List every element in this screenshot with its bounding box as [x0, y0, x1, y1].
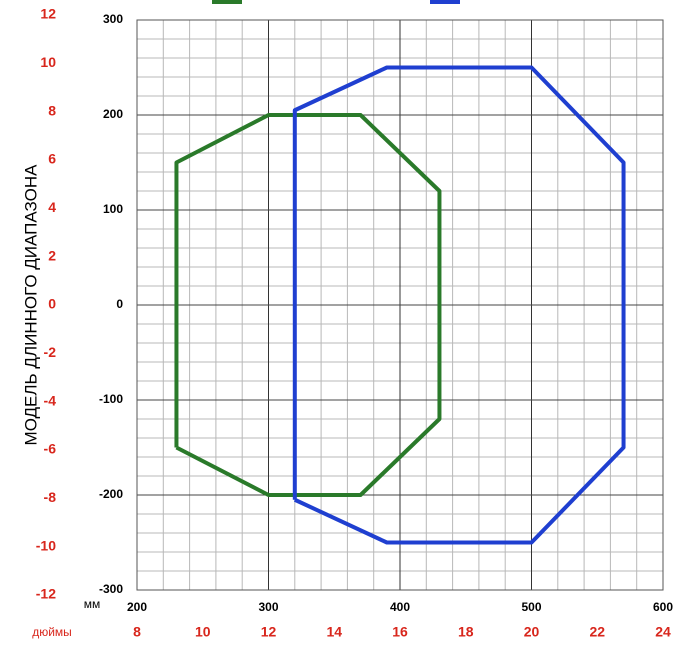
x2-tick-label: 14	[326, 624, 342, 640]
y-tick-label: 0	[116, 297, 123, 311]
y2-tick-label: 2	[48, 247, 56, 263]
x2-tick-label: 18	[458, 624, 474, 640]
x-tick-label: 600	[653, 600, 673, 614]
x-tick-label: 300	[258, 600, 278, 614]
x2-tick-label: 12	[261, 624, 277, 640]
y2-tick-label: -12	[36, 586, 56, 602]
y2-tick-label: 6	[48, 151, 56, 167]
x2-tick-label: 20	[524, 624, 540, 640]
y-tick-label: -100	[99, 392, 123, 406]
y2-tick-label: 12	[40, 6, 56, 22]
x-tick-label: 500	[521, 600, 541, 614]
x-tick-label: 200	[127, 600, 147, 614]
y2-tick-label: 10	[40, 54, 56, 70]
y2-tick-label: -2	[44, 344, 57, 360]
y-tick-label: -200	[99, 487, 123, 501]
x2-tick-label: 10	[195, 624, 211, 640]
y2-tick-label: 8	[48, 102, 56, 118]
y-tick-label: -300	[99, 582, 123, 596]
y-axis-label: МОДЕЛЬ ДЛИННОГО ДИАПАЗОНА	[21, 164, 40, 446]
x2-tick-label: 8	[133, 624, 141, 640]
x2-tick-label: 16	[392, 624, 408, 640]
y2-tick-label: -10	[36, 537, 56, 553]
x2-tick-label: 22	[589, 624, 605, 640]
x2-tick-label: 24	[655, 624, 671, 640]
series-line	[174, 113, 442, 497]
y2-tick-label: 4	[48, 199, 56, 215]
x-unit: мм	[84, 597, 101, 611]
y-tick-label: 200	[103, 107, 123, 121]
y2-tick-label: 0	[48, 296, 56, 312]
y2-tick-label: -8	[44, 489, 57, 505]
legend-swatch	[430, 0, 460, 4]
x2-unit: дюймы	[32, 625, 72, 639]
y2-tick-label: -6	[44, 441, 57, 457]
y2-tick-label: -4	[44, 392, 57, 408]
x-tick-label: 400	[390, 600, 410, 614]
plot-border	[136, 19, 664, 591]
series-line	[292, 65, 626, 545]
y-tick-label: 300	[103, 12, 123, 26]
legend-swatch	[212, 0, 242, 4]
y-tick-label: 100	[103, 202, 123, 216]
